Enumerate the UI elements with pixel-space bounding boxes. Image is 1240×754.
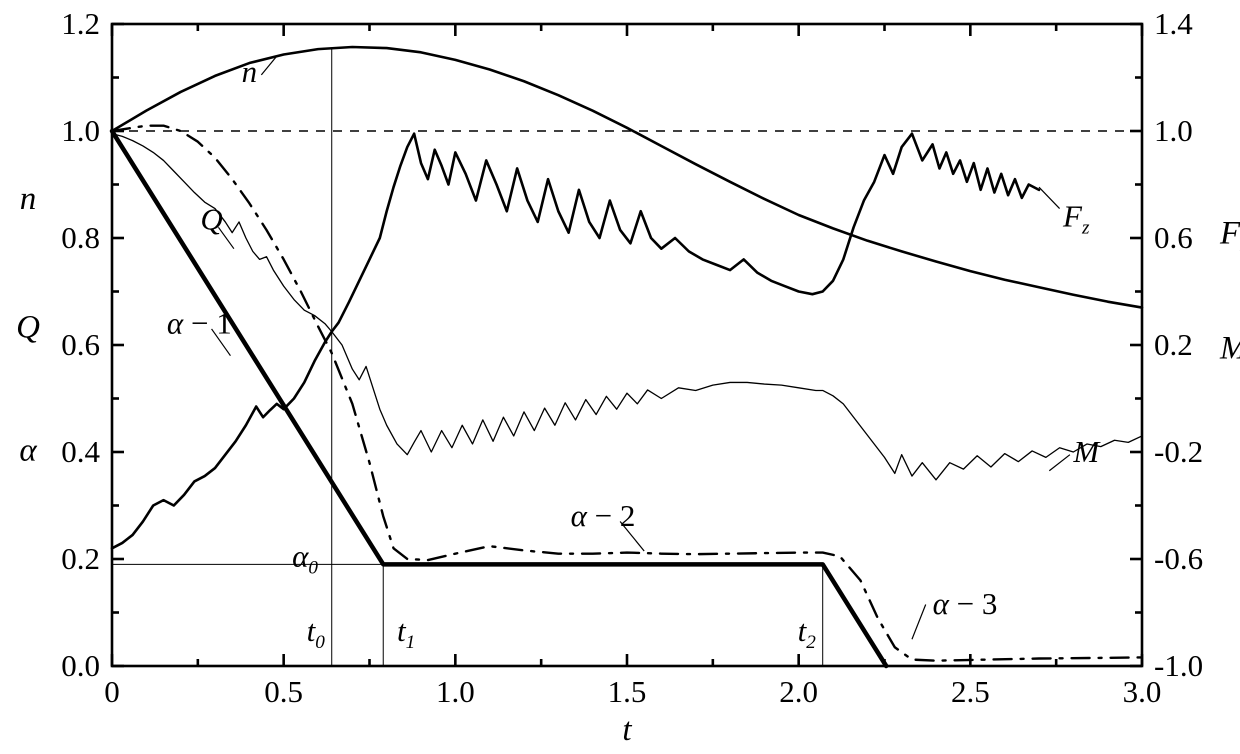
svg-text:2.5: 2.5 bbox=[951, 674, 990, 709]
label-n: n bbox=[242, 54, 258, 89]
svg-text:1.4: 1.4 bbox=[1154, 6, 1193, 41]
svg-text:α: α bbox=[19, 432, 37, 468]
svg-text:-0.2: -0.2 bbox=[1154, 434, 1203, 469]
svg-text:n: n bbox=[20, 181, 37, 217]
svg-text:1.0: 1.0 bbox=[436, 674, 475, 709]
svg-text:0.5: 0.5 bbox=[264, 674, 303, 709]
svg-text:1.5: 1.5 bbox=[608, 674, 647, 709]
svg-text:0.8: 0.8 bbox=[61, 220, 100, 255]
chart-svg: 00.51.01.52.02.53.0t0.00.20.40.60.81.01.… bbox=[0, 0, 1240, 754]
label-alpha3: α − 3 bbox=[933, 586, 998, 621]
svg-text:1.2: 1.2 bbox=[61, 6, 100, 41]
svg-text:2.0: 2.0 bbox=[779, 674, 818, 709]
svg-text:0.2: 0.2 bbox=[1154, 327, 1193, 362]
label-Q: Q bbox=[200, 201, 222, 236]
svg-text:-1.0: -1.0 bbox=[1154, 648, 1203, 683]
svg-text:0.4: 0.4 bbox=[61, 434, 100, 469]
svg-text:0.2: 0.2 bbox=[61, 541, 100, 576]
svg-text:Q: Q bbox=[16, 309, 40, 345]
svg-text:1.0: 1.0 bbox=[61, 113, 100, 148]
label-alpha1: α − 1 bbox=[167, 306, 232, 341]
svg-text:t: t bbox=[622, 712, 632, 748]
label-alpha2: α − 2 bbox=[571, 498, 636, 533]
label-M: M bbox=[1072, 434, 1101, 469]
svg-text:Fz: Fz bbox=[1219, 216, 1240, 256]
svg-text:1.0: 1.0 bbox=[1154, 113, 1193, 148]
svg-text:0.6: 0.6 bbox=[61, 327, 100, 362]
svg-text:0.0: 0.0 bbox=[61, 648, 100, 683]
svg-text:0.6: 0.6 bbox=[1154, 220, 1193, 255]
svg-text:0: 0 bbox=[104, 674, 120, 709]
svg-text:M: M bbox=[1219, 331, 1240, 367]
svg-text:-0.6: -0.6 bbox=[1154, 541, 1203, 576]
